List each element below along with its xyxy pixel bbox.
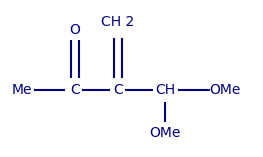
Text: C: C	[113, 83, 123, 97]
Text: CH 2: CH 2	[101, 15, 135, 29]
Text: OMe: OMe	[149, 126, 181, 140]
Text: C: C	[70, 83, 80, 97]
Text: CH: CH	[155, 83, 175, 97]
Text: O: O	[69, 23, 80, 37]
Text: OMe: OMe	[209, 83, 241, 97]
Text: Me: Me	[12, 83, 32, 97]
